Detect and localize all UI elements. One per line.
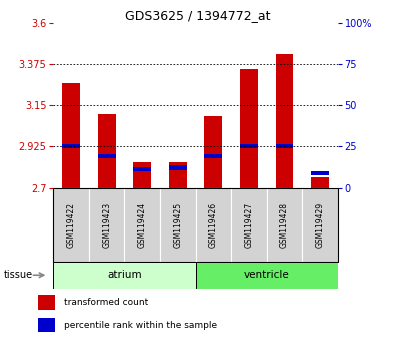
Bar [205,116,222,188]
Bar [62,84,80,188]
Text: GSM119427: GSM119427 [245,202,253,248]
Bar [62,144,80,148]
Bar [311,171,329,175]
Text: GSM119423: GSM119423 [102,202,111,248]
Bar [98,114,115,188]
Bar [231,188,267,262]
Text: GSM119422: GSM119422 [67,202,75,248]
Bar [38,318,55,332]
Text: GSM119424: GSM119424 [138,202,147,248]
Text: GDS3625 / 1394772_at: GDS3625 / 1394772_at [125,9,270,22]
Text: tissue: tissue [4,270,33,280]
Text: GSM119428: GSM119428 [280,202,289,248]
Bar [38,295,55,310]
Bar [196,188,231,262]
Bar [196,262,338,289]
Text: atrium: atrium [107,270,142,280]
Text: ventricle: ventricle [244,270,290,280]
Bar [311,177,329,188]
Bar [240,69,258,188]
Text: GSM119429: GSM119429 [316,202,324,248]
Bar [302,188,338,262]
Bar [276,144,293,148]
Bar [205,154,222,158]
Bar [134,167,151,171]
Bar [124,188,160,262]
Bar [53,262,196,289]
Bar [276,54,293,188]
Text: transformed count: transformed count [64,298,149,307]
Bar [169,165,186,170]
Bar [53,188,89,262]
Text: GSM119426: GSM119426 [209,202,218,248]
Bar [240,144,258,148]
Bar [134,162,151,188]
Bar [89,188,124,262]
Bar [98,154,115,158]
Text: percentile rank within the sample: percentile rank within the sample [64,321,217,330]
Bar [267,188,302,262]
Bar [169,162,186,188]
Bar [160,188,196,262]
Text: GSM119425: GSM119425 [173,202,182,248]
